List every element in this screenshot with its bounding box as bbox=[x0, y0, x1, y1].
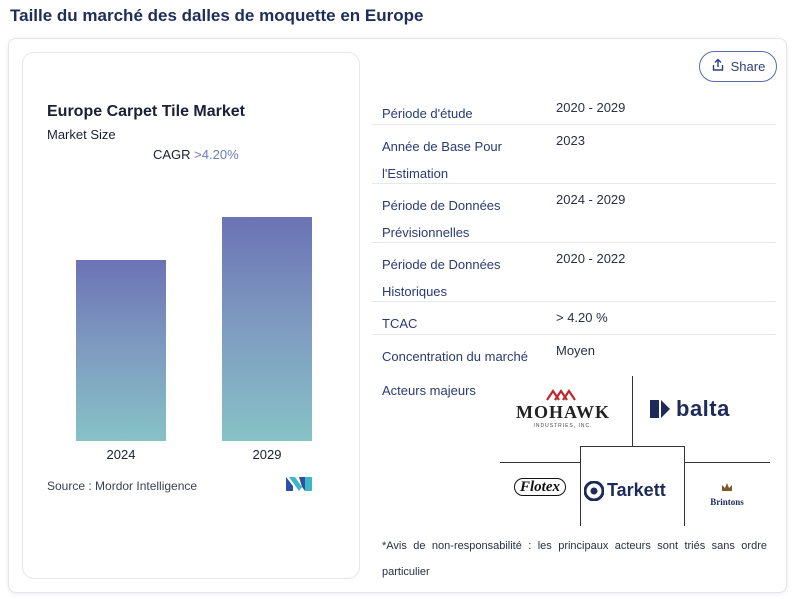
info-key: Période d'étude bbox=[382, 106, 473, 121]
mohawk-chevrons-icon bbox=[546, 389, 576, 401]
balta-logo: balta bbox=[650, 396, 730, 422]
chart-subtitle: Market Size bbox=[47, 127, 116, 142]
info-value: 2020 - 2029 bbox=[556, 100, 626, 115]
bar-2024 bbox=[76, 259, 166, 441]
info-key: Période de Données Historiques bbox=[382, 257, 501, 299]
balta-wordmark: balta bbox=[676, 396, 730, 421]
info-key: Concentration du marché bbox=[382, 349, 528, 364]
bar-2029 bbox=[222, 217, 312, 441]
info-row-base-year: Année de Base Pour l'Estimation 2023 bbox=[372, 125, 776, 184]
tarkett-wordmark: Tarkett bbox=[607, 480, 666, 500]
cagr-label: CAGR bbox=[153, 147, 195, 162]
info-key: TCAC bbox=[382, 316, 418, 331]
info-row-historical-period: Période de Données Historiques 2020 - 20… bbox=[372, 243, 776, 302]
source-text: Source : Mordor Intelligence bbox=[47, 479, 198, 493]
x-tick-label: 2024 bbox=[106, 447, 136, 462]
balta-mark-icon bbox=[650, 400, 670, 418]
info-table: Période d'étude 2020 - 2029 Année de Bas… bbox=[372, 92, 776, 368]
info-row-study-period: Période d'étude 2020 - 2029 bbox=[372, 92, 776, 125]
cagr-value: >4.20% bbox=[194, 147, 239, 162]
share-label: Share bbox=[730, 59, 766, 74]
mordor-intelligence-logo-icon bbox=[286, 477, 312, 496]
tarkett-mark-icon bbox=[584, 480, 604, 501]
info-value: 2023 bbox=[556, 133, 585, 148]
major-players-label: Acteurs majeurs bbox=[382, 383, 476, 398]
mohawk-subtitle: INDUSTRIES, INC. bbox=[533, 423, 593, 429]
info-value: Moyen bbox=[556, 343, 596, 358]
mohawk-logo: MOHAWK INDUSTRIES, INC. bbox=[508, 388, 618, 429]
info-value: > 4.20 % bbox=[556, 310, 608, 325]
brintons-logo: Brintons bbox=[700, 482, 754, 510]
info-key: Période de Données Prévisionnelles bbox=[382, 198, 501, 240]
chart-title: Europe Carpet Tile Market bbox=[47, 103, 245, 120]
info-value: 2024 - 2029 bbox=[556, 192, 626, 207]
bar-chart: 2024 2029 bbox=[23, 53, 361, 493]
page-title: Taille du marché des dalles de moquette … bbox=[10, 6, 424, 25]
divider bbox=[632, 376, 633, 446]
info-row-forecast-period: Période de Données Prévisionnelles 2024 … bbox=[372, 184, 776, 243]
cagr-text: CAGR >4.20% bbox=[153, 147, 239, 162]
divider bbox=[500, 462, 580, 463]
divider bbox=[684, 462, 770, 463]
divider bbox=[580, 446, 684, 447]
divider bbox=[580, 446, 581, 526]
x-tick-label: 2029 bbox=[252, 447, 282, 462]
disclaimer-text: *Avis de non-responsabilité : les princi… bbox=[382, 540, 767, 578]
info-row-concentration: Concentration du marché Moyen bbox=[372, 335, 776, 368]
tarkett-logo: Tarkett bbox=[584, 480, 666, 501]
divider bbox=[684, 446, 685, 526]
brintons-wordmark: Brintons bbox=[710, 497, 744, 507]
info-value: 2020 - 2022 bbox=[556, 251, 626, 266]
flotex-wordmark: Flotex bbox=[514, 478, 566, 496]
info-row-cagr: TCAC > 4.20 % bbox=[372, 302, 776, 335]
info-key: Année de Base Pour l'Estimation bbox=[382, 139, 502, 181]
chart-card: Europe Carpet Tile Market Market Size CA… bbox=[22, 52, 360, 579]
major-players-logos: MOHAWK INDUSTRIES, INC. balta Flotex Tar… bbox=[500, 376, 770, 526]
share-icon bbox=[711, 58, 725, 75]
share-button[interactable]: Share bbox=[699, 51, 777, 82]
brintons-crest-icon bbox=[722, 483, 732, 491]
flotex-logo: Flotex bbox=[514, 478, 566, 496]
mohawk-wordmark: MOHAWK bbox=[516, 402, 610, 422]
